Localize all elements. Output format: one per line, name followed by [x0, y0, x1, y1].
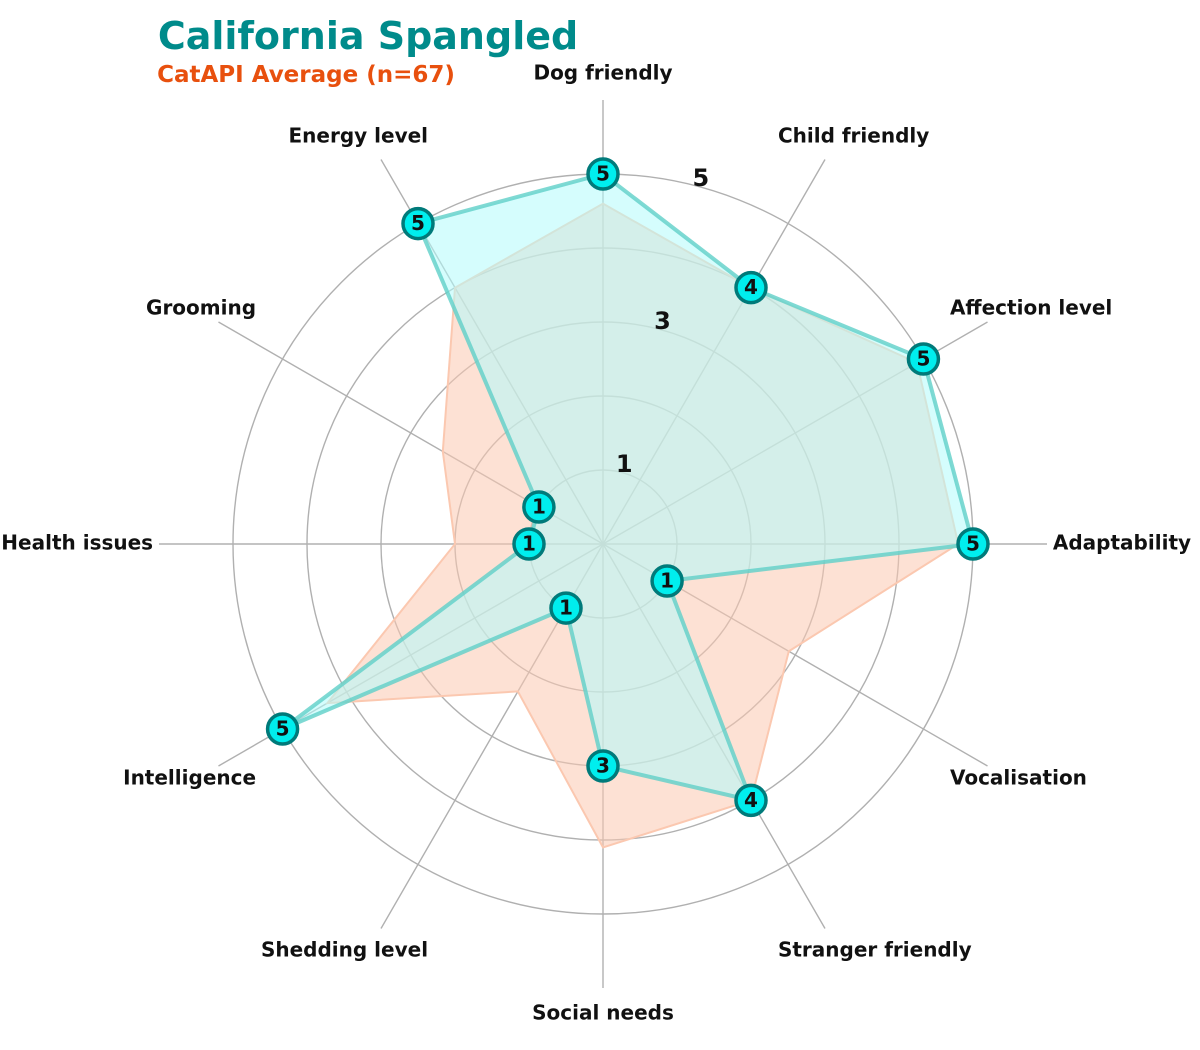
- data-point-marker: [549, 591, 583, 625]
- breed-series-area: [281, 171, 976, 804]
- data-point-label: 5: [596, 162, 610, 186]
- data-point: 1: [512, 527, 546, 561]
- data-point: 4: [734, 783, 768, 818]
- data-point-marker: [956, 527, 990, 561]
- data-point-marker: [586, 157, 620, 191]
- axis-label: Affection level: [950, 296, 1112, 320]
- axis-label: Energy level: [289, 124, 429, 148]
- axis-label: Child friendly: [778, 124, 929, 148]
- label-layer: 1 3 5 Adaptability Affection level Child frie…: [1, 61, 1191, 1025]
- axis-label: Health issues: [1, 531, 153, 555]
- data-point-marker: [522, 490, 556, 524]
- data-point: 5: [401, 206, 435, 241]
- data-point-marker: [734, 783, 768, 818]
- axis-label: Social needs: [532, 1000, 674, 1024]
- chart-title: California Spangled: [157, 14, 579, 58]
- data-point-label: 3: [596, 754, 610, 778]
- data-point-marker: [512, 527, 546, 561]
- data-point-label: 5: [276, 717, 290, 741]
- data-point-marker: [401, 206, 435, 241]
- data-point-marker: [734, 270, 768, 305]
- data-point-marker: [586, 749, 620, 783]
- data-point-marker: [265, 712, 300, 746]
- ring-label: 1: [616, 450, 633, 478]
- ring-label: 5: [692, 164, 709, 192]
- data-point: 5: [586, 157, 620, 191]
- axis-label: Grooming: [146, 296, 256, 320]
- axis-label: Stranger friendly: [778, 937, 972, 961]
- axis-label: Shedding level: [261, 937, 428, 961]
- data-point: 5: [956, 527, 990, 561]
- data-point-label: 4: [744, 275, 758, 299]
- axis-label: Intelligence: [123, 765, 256, 789]
- data-point-label: 1: [559, 596, 573, 620]
- data-point: 1: [650, 564, 684, 598]
- data-point-marker: [906, 342, 941, 376]
- axis-label: Vocalisation: [950, 765, 1087, 789]
- data-point-label: 1: [532, 495, 546, 519]
- marker-layer: 5 5 4 5 5 1 1 5 1 3 4 1: [265, 157, 990, 818]
- data-point-label: 1: [660, 569, 674, 593]
- data-point-label: 5: [966, 532, 980, 556]
- chart-subtitle: CatAPI Average (n=67): [157, 62, 455, 88]
- data-point-label: 1: [522, 532, 536, 556]
- data-point-label: 5: [916, 347, 930, 371]
- data-point: 4: [734, 270, 768, 305]
- data-point-label: 4: [744, 788, 758, 812]
- ring-label: 3: [654, 307, 671, 335]
- data-point-marker: [650, 564, 684, 598]
- data-point: 1: [549, 591, 583, 625]
- data-point: 1: [522, 490, 556, 524]
- data-point: 5: [906, 342, 941, 376]
- axis-label: Adaptability: [1053, 531, 1191, 555]
- data-point: 3: [586, 749, 620, 783]
- data-point-label: 5: [411, 211, 425, 235]
- data-point: 5: [265, 712, 300, 746]
- axis-label: Dog friendly: [533, 61, 672, 85]
